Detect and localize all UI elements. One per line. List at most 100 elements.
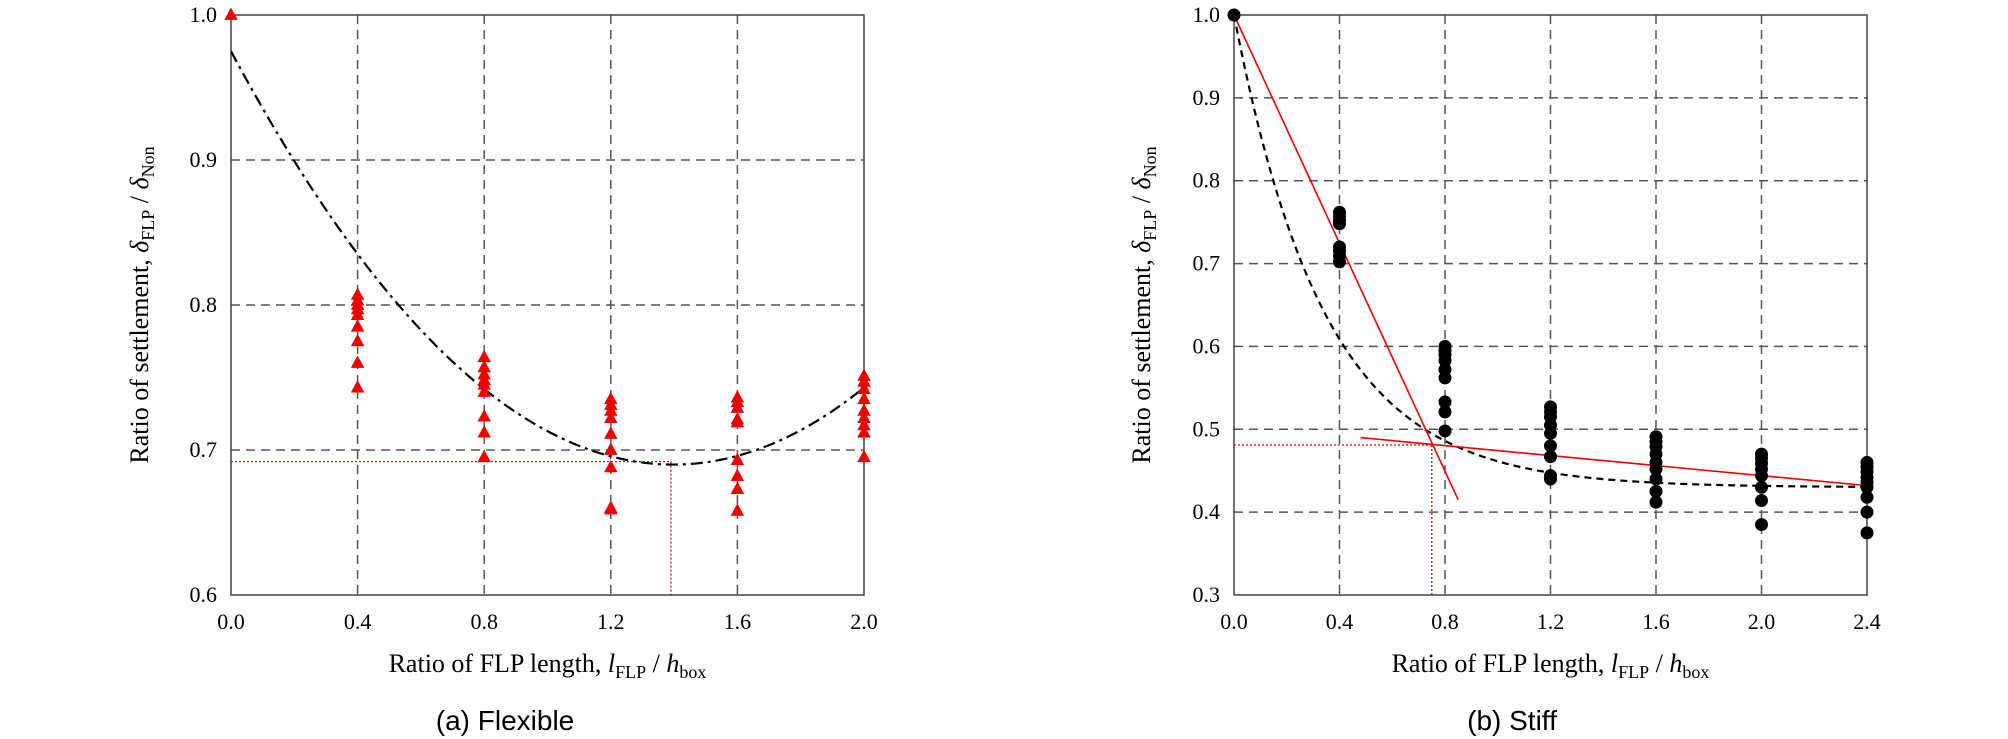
data-point — [857, 403, 871, 416]
data-point — [730, 400, 745, 413]
data-point — [604, 410, 618, 423]
data-point — [1755, 469, 1768, 483]
x-axis-label: Ratio of FLP length, lFLP / hbox — [1392, 649, 1710, 682]
x-tick-label: 1.6 — [724, 609, 752, 634]
data-point — [1544, 426, 1557, 440]
y-tick-label: 0.8 — [1193, 168, 1221, 193]
data-point — [1544, 450, 1557, 464]
data-point — [350, 307, 365, 321]
data-point — [604, 426, 618, 439]
panel-caption: (a) Flexible — [436, 705, 574, 736]
plot-frame — [230, 14, 865, 596]
guide-lines — [231, 460, 672, 595]
y-tick-label: 0.6 — [1193, 333, 1221, 358]
data-point — [604, 442, 618, 455]
data-point — [477, 425, 491, 438]
y-tick-label: 0.6 — [190, 582, 218, 607]
data-point — [1649, 462, 1663, 476]
data-point — [224, 7, 238, 20]
y-tick-label: 0.4 — [1193, 499, 1221, 524]
x-tick-label: 0.0 — [1220, 609, 1248, 634]
data-point — [604, 501, 618, 515]
data-point — [477, 377, 491, 390]
y-tick-label: 0.8 — [190, 292, 218, 317]
data-point — [1755, 480, 1768, 494]
data-point — [1227, 8, 1241, 22]
x-tick-label: 2.0 — [850, 609, 878, 634]
x-tick-label: 2.0 — [1748, 609, 1776, 634]
x-tick-label: 2.4 — [1853, 609, 1881, 634]
data-point — [350, 355, 365, 368]
data-point — [604, 403, 618, 416]
data-point — [1755, 518, 1768, 532]
data-point — [1544, 439, 1557, 453]
data-point — [1438, 405, 1452, 419]
data-point — [1438, 424, 1452, 438]
data-point — [857, 391, 871, 405]
data-point — [1649, 472, 1663, 486]
data-point — [350, 319, 365, 332]
data-point — [1544, 472, 1557, 486]
data-point — [477, 359, 491, 373]
data-point — [1333, 255, 1346, 269]
data-point — [477, 349, 491, 363]
data-point — [730, 452, 745, 466]
y-axis-label: Ratio of settlement, δFLP / δNon — [1127, 146, 1160, 463]
x-tick-label: 1.2 — [1537, 609, 1565, 634]
gridlines — [231, 15, 864, 595]
data-point — [857, 374, 871, 387]
data-point — [350, 333, 365, 347]
y-tick-label: 0.9 — [190, 147, 218, 172]
data-point — [1860, 526, 1874, 540]
panel-flexible: 0.0 0.4 0.8 1.2 1.6 2.0 0.6 0.7 0.8 0.9 1.0 Ratio o… — [125, 2, 878, 736]
x-tick-label: 0.0 — [217, 609, 245, 634]
y-tick-label: 1.0 — [1193, 2, 1221, 27]
x-tick-label: 1.6 — [1642, 609, 1670, 634]
data-point — [730, 481, 745, 495]
data-point — [730, 414, 745, 428]
data-point — [477, 409, 491, 422]
fit-lines — [1233, 14, 1868, 501]
data-point — [857, 417, 871, 431]
data-point — [730, 503, 745, 516]
data-point — [1860, 505, 1874, 519]
data-point — [1438, 395, 1452, 409]
data-point — [1333, 217, 1346, 231]
x-tick-label: 0.8 — [1431, 609, 1459, 634]
gridlines — [1234, 15, 1867, 595]
y-axis-label: Ratio of settlement, δFLP / δNon — [125, 146, 158, 463]
data-point — [1438, 354, 1452, 368]
x-tick-label: 1.2 — [597, 609, 625, 634]
data-points — [1227, 8, 1874, 540]
trend-curve — [231, 50, 864, 466]
data-point — [477, 384, 491, 397]
data-point — [857, 449, 871, 463]
data-point — [477, 449, 491, 463]
y-tick-label: 1.0 — [190, 2, 218, 27]
data-point — [1860, 490, 1874, 504]
data-point — [350, 380, 365, 393]
y-tick-label: 0.7 — [1193, 251, 1221, 276]
data-point — [1438, 371, 1452, 385]
y-tick-label: 0.9 — [1193, 85, 1221, 110]
data-points — [224, 7, 871, 516]
plot-frame — [1233, 14, 1868, 596]
y-tick-label: 0.7 — [190, 437, 218, 462]
panel-caption: (b) Stiff — [1467, 705, 1557, 736]
data-point — [1649, 495, 1663, 509]
fit-line-final — [1360, 436, 1868, 487]
x-tick-label: 0.4 — [1326, 609, 1354, 634]
data-point — [857, 381, 871, 394]
data-point — [1755, 494, 1768, 508]
data-point — [730, 468, 745, 481]
x-tick-label: 0.8 — [470, 609, 498, 634]
fit-line-initial — [1233, 14, 1459, 501]
data-point — [604, 459, 618, 473]
data-point — [857, 425, 871, 438]
y-tick-label: 0.5 — [1193, 416, 1221, 441]
panel-stiff: 0.0 0.4 0.8 1.2 1.6 2.0 2.4 0.3 0.4 0.5 0.6 0.7 0.8 0… — [1127, 2, 1881, 736]
data-point — [857, 410, 871, 423]
x-axis-label: Ratio of FLP length, lFLP / hbox — [389, 649, 707, 682]
guide-lines — [1234, 444, 1433, 595]
